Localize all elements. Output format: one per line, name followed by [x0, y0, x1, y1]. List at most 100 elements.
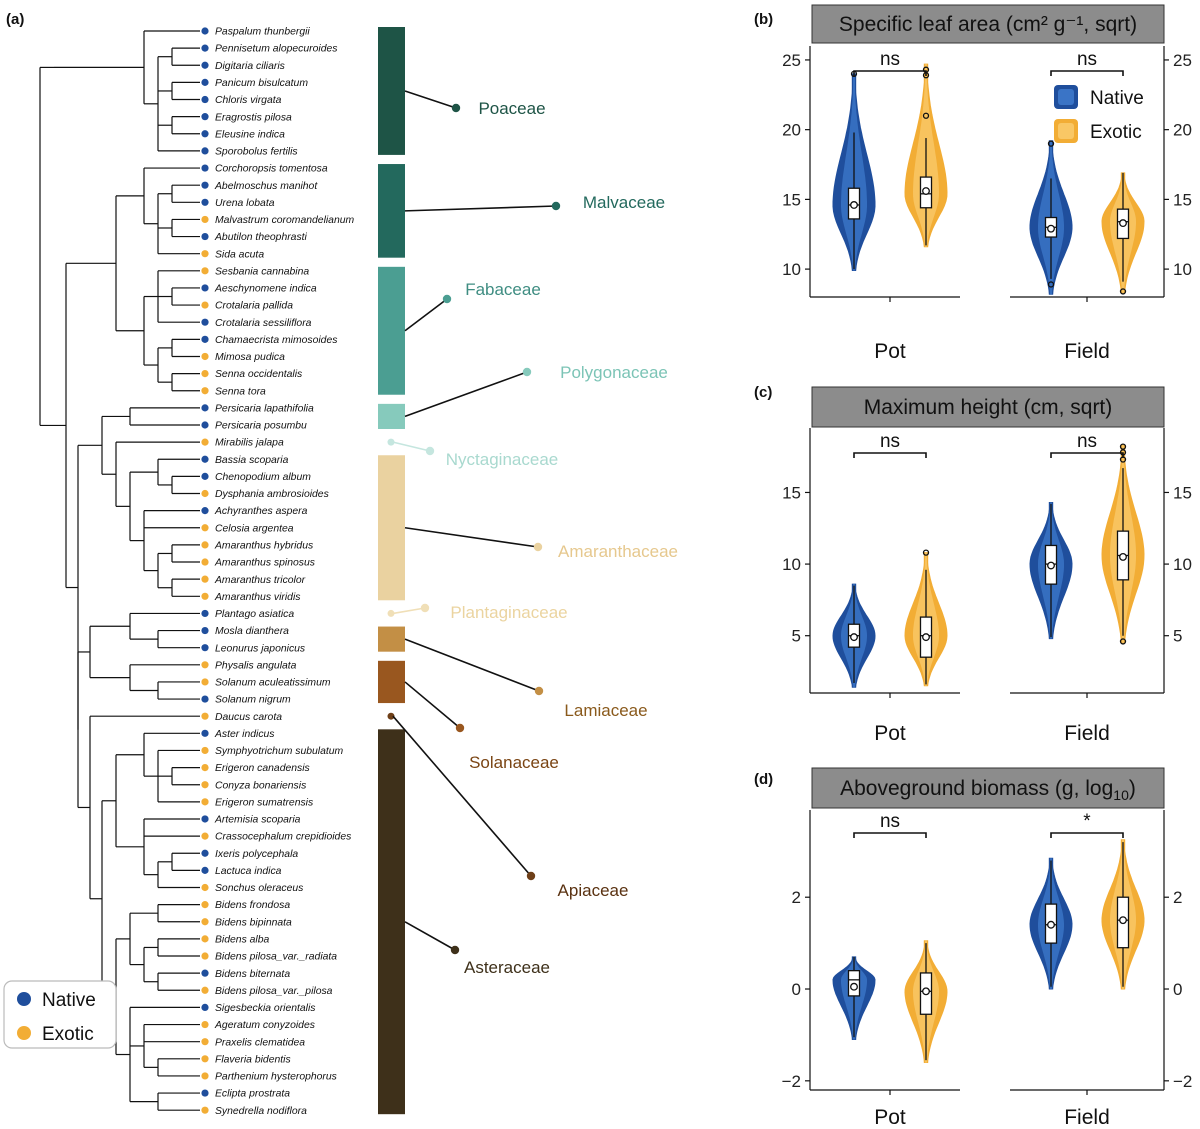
family-connector — [404, 638, 540, 692]
species-dot — [201, 181, 209, 189]
y-tick-label-right: 20 — [1173, 121, 1192, 140]
family-bar — [378, 455, 405, 601]
species-label: Mimosa pudica — [215, 352, 285, 363]
family-bar — [387, 438, 395, 446]
family-labels: Poaceae Malvaceae Fabaceae Polygonaceae Nyct… — [392, 90, 678, 977]
x-category-label: Pot — [874, 340, 906, 363]
species-dot — [201, 1072, 209, 1080]
family-connector-dot — [522, 367, 532, 377]
species-label: Sesbania cannabina — [215, 266, 309, 277]
species-dot — [201, 130, 209, 138]
y-tick-label-left: 2 — [792, 888, 801, 907]
comparison-bracket — [1050, 70, 1124, 76]
species-label: Conyza bonariensis — [215, 780, 306, 791]
species-dot — [201, 438, 209, 446]
comparison-bracket — [853, 70, 927, 76]
species-label: Aster indicus — [214, 729, 274, 740]
species-label: Symphyotrichum subulatum — [215, 746, 344, 757]
y-tick-label-right: −2 — [1173, 1072, 1192, 1091]
species-dot — [201, 370, 209, 378]
species-dot — [201, 284, 209, 292]
mean-point — [922, 987, 930, 996]
y-tick-label-left: 10 — [782, 555, 801, 574]
species-label: Achyranthes aspera — [214, 506, 308, 517]
species-label: Crotalaria pallida — [215, 301, 293, 312]
species-dot — [201, 626, 209, 635]
species-dot — [201, 644, 209, 652]
comparison-bracket — [853, 452, 927, 458]
y-tick-label-right: 10 — [1173, 555, 1192, 574]
species-label: Daucus carota — [215, 712, 282, 723]
panel-title-strip — [811, 767, 1165, 809]
comparison-bracket — [853, 832, 927, 838]
x-category-label: Field — [1064, 722, 1110, 745]
species-dot — [201, 507, 209, 515]
species-label: Paspalum thunbergii — [215, 27, 310, 38]
legend-native-label: Native — [1090, 88, 1144, 109]
mean-point — [850, 633, 858, 642]
species-dot — [201, 301, 209, 309]
species-dot — [201, 849, 209, 857]
legend-exotic-label: Exotic — [42, 1024, 94, 1045]
family-bar — [387, 712, 395, 720]
species-label: Ixeris polycephala — [215, 849, 298, 860]
species-dot — [201, 952, 209, 960]
species-dot — [201, 352, 209, 361]
panel-label: (b) — [754, 11, 773, 28]
species-dot — [201, 541, 209, 549]
species-dot — [201, 1055, 209, 1063]
species-label: Bidens bipinnata — [215, 917, 292, 928]
species-label: Praxelis clematidea — [215, 1037, 305, 1048]
family-connector — [404, 298, 448, 332]
panel-title-strip — [811, 386, 1165, 428]
species-label: Sida acuta — [215, 249, 264, 260]
outlier-point — [1119, 443, 1127, 450]
species-dot — [201, 232, 209, 241]
panel-label: (d) — [754, 771, 773, 788]
species-dot — [201, 78, 209, 86]
species-dot — [201, 250, 209, 258]
species-dot — [201, 969, 209, 977]
violin-exotic-field — [1101, 172, 1145, 295]
species-label: Bassia scoparia — [215, 455, 289, 466]
family-connector-dot — [455, 723, 465, 733]
panel-title: Aboveground biomass (g, log10) — [840, 777, 1136, 803]
violin-exotic-field — [1101, 443, 1145, 645]
species-label: Solanum aculeatissimum — [215, 678, 331, 689]
y-tick-label-left: 20 — [782, 121, 801, 140]
violin-native-pot — [832, 70, 876, 271]
outlier-point — [922, 112, 930, 119]
y-tick-label-right: 15 — [1173, 190, 1192, 209]
species-dot — [201, 695, 209, 703]
phylogenetic-tree — [39, 30, 200, 1111]
family-connector — [404, 526, 539, 548]
mean-point — [1119, 552, 1127, 561]
family-label: Nyctaginaceae — [446, 450, 558, 469]
mean-point — [1119, 916, 1127, 925]
species-tips: Paspalum thunbergii Pennisetum alopecuroi… — [201, 27, 355, 1117]
x-category-label: Field — [1064, 340, 1110, 363]
mean-point — [850, 982, 858, 991]
y-tick-label-right: 15 — [1173, 483, 1192, 502]
species-dot — [201, 1003, 209, 1012]
violin-legend: Native Exotic — [1054, 85, 1144, 143]
mean-point — [922, 187, 930, 195]
species-label: Senna occidentalis — [215, 369, 302, 380]
outlier-point — [1047, 281, 1055, 288]
legend-exotic-swatch-inner — [1058, 123, 1074, 139]
y-tick-label-left: 15 — [782, 190, 801, 209]
species-label: Bidens pilosa_var._pilosa — [215, 986, 333, 997]
legend-exotic-dot — [17, 1026, 31, 1040]
species-label: Persicaria posumbu — [215, 421, 307, 432]
species-dot — [201, 335, 209, 343]
outlier-point — [1119, 638, 1127, 645]
outlier-point — [922, 549, 930, 556]
y-tick-label-left: 0 — [792, 980, 801, 999]
species-dot — [201, 318, 209, 326]
species-dot — [201, 198, 209, 206]
outlier-point — [1047, 140, 1055, 147]
y-tick-label-right: 0 — [1173, 980, 1182, 999]
panel-title: Maximum height (cm, sqrt) — [864, 396, 1113, 419]
family-label: Apiaceae — [558, 881, 629, 900]
